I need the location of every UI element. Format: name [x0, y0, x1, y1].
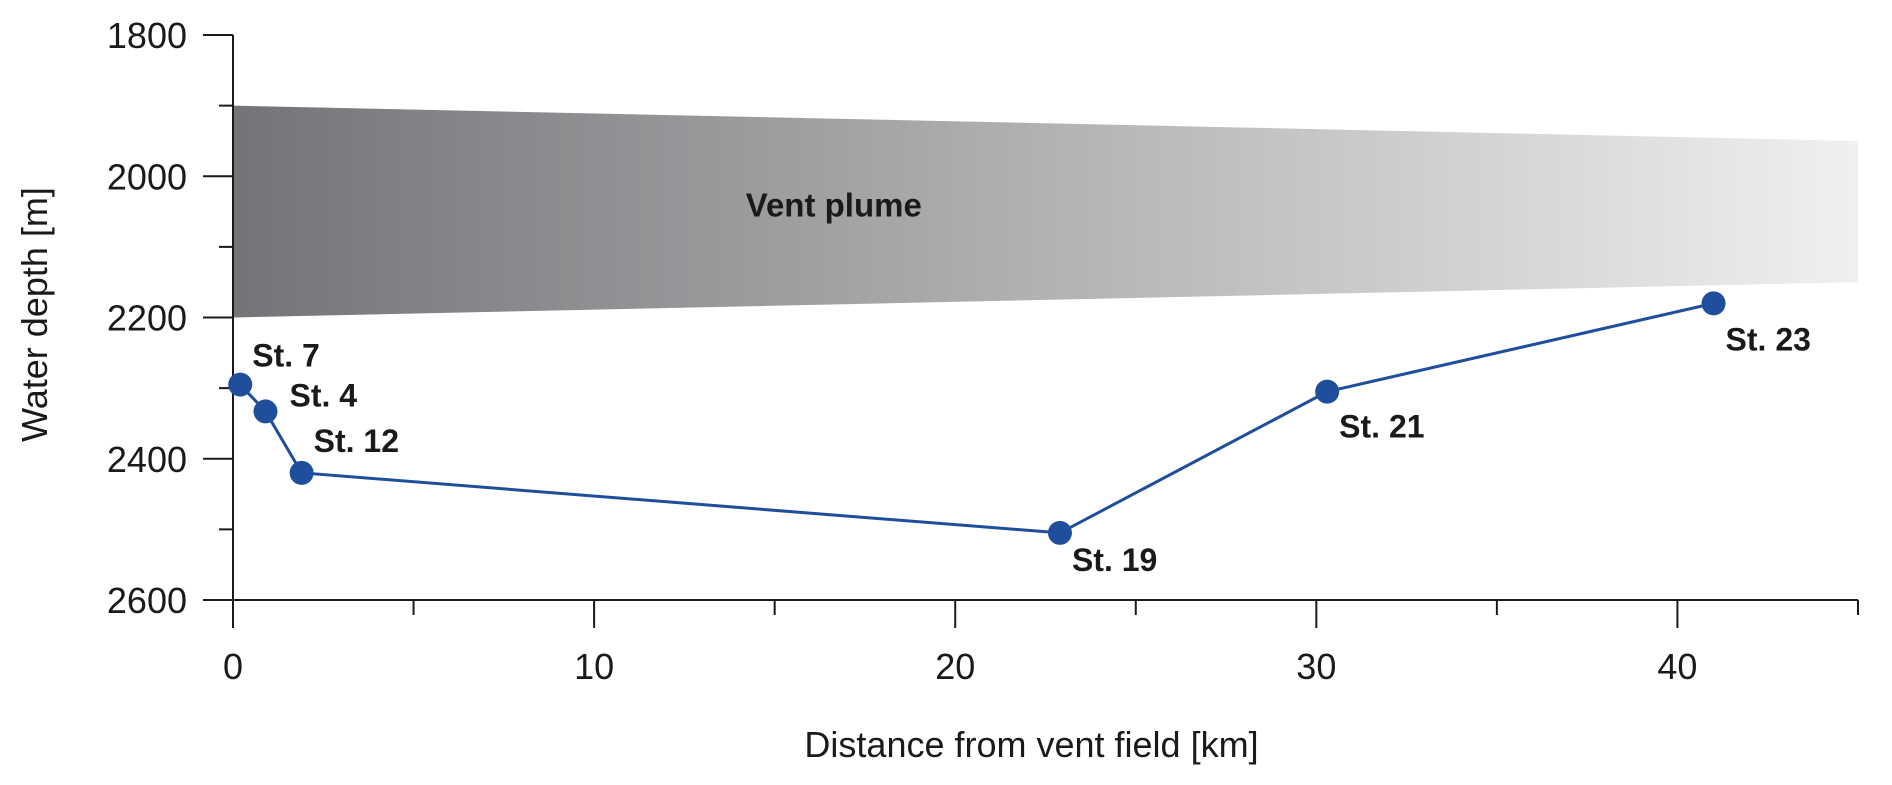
station-label: St. 19: [1072, 542, 1157, 578]
station-label: St. 4: [290, 377, 358, 413]
x-tick-label: 0: [223, 646, 243, 687]
axes: 1800 2000 2200 2400 2600 0 10 20 30 40: [107, 15, 1859, 687]
y-tick-label: 2600: [107, 580, 187, 621]
vent-plume-band: [233, 105, 1858, 318]
station-label: St. 21: [1339, 409, 1424, 445]
series-line: [239, 301, 1714, 535]
data-point: [1047, 520, 1072, 545]
y-tick-label: 2200: [107, 298, 187, 339]
x-tick-label: 30: [1296, 646, 1336, 687]
y-tick-label: 2000: [107, 156, 187, 197]
y-tick-label: 1800: [107, 15, 187, 56]
data-point: [1315, 379, 1340, 404]
x-tick-label: 10: [574, 646, 614, 687]
y-tick-label: 2400: [107, 439, 187, 480]
data-point: [228, 372, 253, 397]
data-point: [1701, 291, 1726, 316]
y-axis-title: Water depth [m]: [14, 187, 55, 442]
data-point: [253, 399, 278, 424]
data-point: [289, 460, 314, 485]
station-label: St. 23: [1726, 321, 1811, 357]
station-label: St. 7: [252, 338, 320, 374]
station-label: St. 12: [314, 423, 399, 459]
x-axis-title: Distance from vent field [km]: [804, 724, 1258, 765]
x-tick-label: 20: [935, 646, 975, 687]
series-layer: St. 7St. 4 St. 12 St. 19 St. 21 St. 23: [228, 291, 1811, 578]
x-tick-label: 40: [1657, 646, 1697, 687]
vent-plume-label: Vent plume: [746, 187, 922, 224]
